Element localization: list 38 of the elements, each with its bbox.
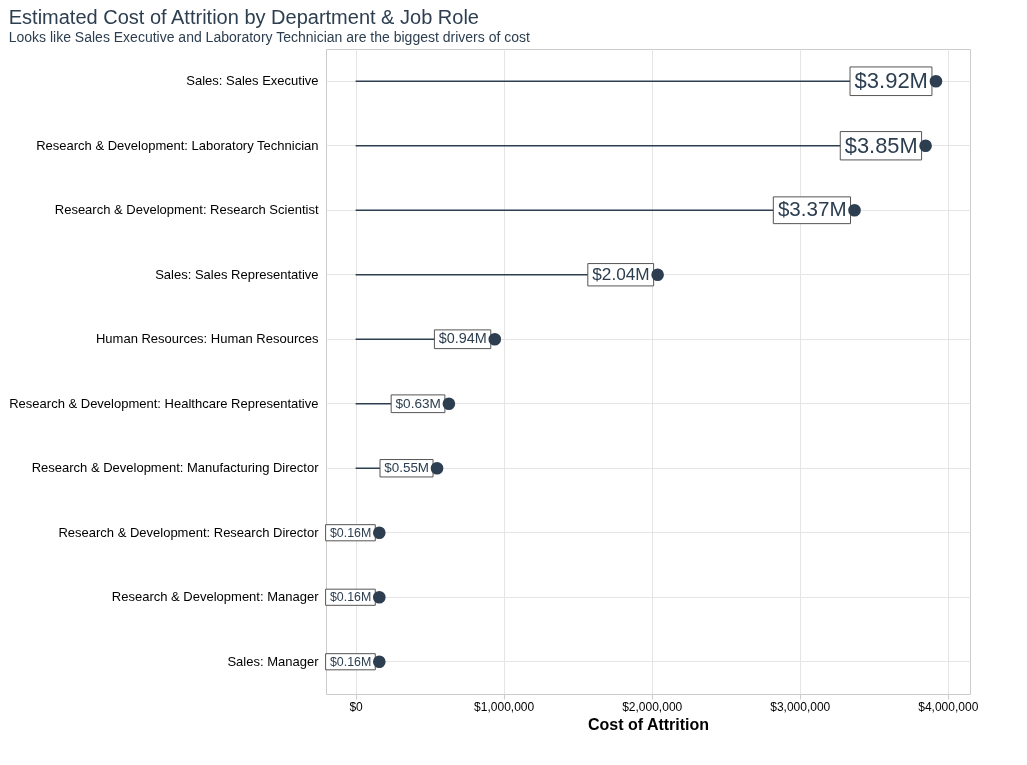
point [488, 332, 502, 346]
x-tick-label: $0 [349, 699, 364, 714]
point [651, 268, 664, 282]
data-label: $0.55M [384, 460, 430, 476]
point [442, 397, 456, 411]
point [848, 203, 861, 217]
y-tick-label: Research & Development: Healthcare Representative [9, 395, 319, 411]
data-label: $0.16M [329, 525, 372, 540]
y-tick-label: Research & Development: Research Scientist [54, 202, 319, 218]
point [372, 655, 386, 669]
data-label: $0.16M [329, 654, 372, 669]
x-tick-label: $2,000,000 [622, 699, 683, 714]
point [372, 590, 386, 604]
data-label: $2.04M [592, 263, 650, 284]
data-label: $0.63M [395, 395, 441, 411]
data-label: $0.16M [329, 590, 372, 605]
chart-title: Estimated Cost of Attrition by Department & Job Role [8, 6, 479, 28]
y-tick-label: Research & Development: Laboratory Technician [36, 137, 319, 153]
y-tick-label: Human Resources: Human Resources [95, 331, 319, 347]
x-tick-label: $1,000,000 [474, 699, 535, 714]
y-tick-label: Sales: Sales Executive [186, 73, 319, 89]
point [372, 526, 386, 540]
data-label: $0.94M [438, 330, 487, 347]
y-tick-label: Sales: Sales Representative [155, 266, 319, 282]
y-tick-label: Research & Development: Manufacturing Director [31, 460, 320, 476]
y-tick-label: Research & Development: Manager [111, 589, 320, 605]
point [929, 74, 943, 88]
data-label: $3.37M [777, 197, 847, 221]
point [919, 139, 932, 153]
x-tick-label: $4,000,000 [918, 699, 979, 714]
data-label: $3.92M [854, 68, 928, 94]
x-tick-label: $3,000,000 [770, 699, 831, 714]
y-tick-label: Research & Development: Research Director [58, 524, 320, 540]
x-axis-title: Cost of Attrition [587, 715, 710, 733]
point [430, 461, 444, 475]
data-label: $3.85M [844, 132, 918, 158]
chart-subtitle: Looks like Sales Executive and Laboratory Technician are the biggest drivers of cost [8, 29, 530, 45]
y-tick-label: Sales: Manager [227, 653, 320, 669]
